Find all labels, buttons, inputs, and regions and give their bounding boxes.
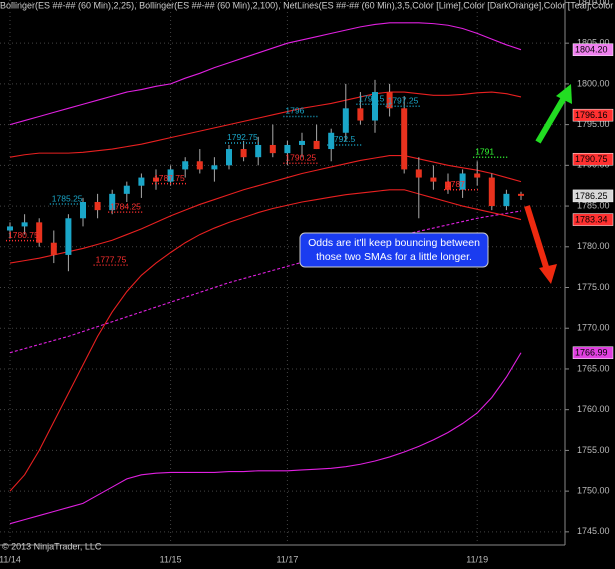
y-tick-label: 1745.00 [577,526,610,536]
candle-body [109,193,116,211]
x-tick-label: 11/19 [466,554,488,564]
level-label: 1797.25 [388,96,419,106]
level-label: 1797.5 [358,94,384,104]
price-marker [572,43,614,56]
price-marker-label: 1786.25 [575,191,608,201]
annotation-text: those two SMAs for a little longer. [316,251,472,263]
candle-body [182,161,189,170]
copyright: © 2013 NinjaTrader, LLC [2,541,102,551]
level-label: 1791 [475,146,494,156]
price-marker-label: 1766.99 [575,348,608,358]
candle-body [284,144,291,154]
candle-body [211,165,218,170]
candle-body [503,193,510,207]
candle-body [50,242,57,255]
chart-title: Bollinger(ES ##-## (60 Min),2,25), Bolli… [0,0,615,10]
candle-body [7,226,13,231]
level-label: 1785.25 [52,193,83,203]
price-marker-label: 1783.34 [575,214,608,224]
x-tick-label: 11/14 [0,554,21,564]
candle-body [36,222,43,243]
price-marker [572,213,614,226]
y-tick-label: 1800.00 [577,78,610,88]
candle-body [167,169,174,182]
y-tick-label: 1765.00 [577,363,610,373]
candle-body [153,177,159,182]
level-label: 1796 [285,106,304,116]
candle-body [255,144,262,158]
candle-body [459,173,466,190]
y-tick-label: 1785.00 [577,200,610,210]
y-tick-label: 1795.00 [577,119,610,129]
candle-body [240,149,247,158]
y-tick-label: 1755.00 [577,445,610,455]
indicator-line [9,189,522,492]
candle-body [313,140,320,150]
level-label: 1792.75 [227,132,258,142]
candle-body [357,108,364,121]
candle-body [386,92,393,109]
candle-body [445,181,451,190]
price-marker-label: 1804.20 [575,45,608,55]
candle-body [21,222,28,227]
candle-body [474,173,481,178]
price-marker-label: 1796.16 [575,110,608,120]
candle-body [372,92,378,121]
level-label: 1777.75 [96,254,127,264]
annotation-box [299,232,489,268]
y-tick-label: 1750.00 [577,486,610,496]
green-arrow [535,84,572,144]
x-tick-label: 11/17 [276,554,298,564]
level-label: 1780.75 [8,230,39,240]
level-label: 1787 [446,179,465,189]
y-tick-label: 1770.00 [577,323,610,333]
annotation-text: Odds are it'll keep bouncing between [308,237,480,249]
y-tick-label: 1805.00 [577,38,610,48]
candle-body [299,140,305,145]
price-marker [572,108,614,122]
candle-body [269,144,276,154]
indicator-line [9,22,522,126]
level-label: 1792.5 [329,134,355,144]
candle-body [430,177,437,182]
candle-body [518,193,524,196]
candle-body [226,149,232,166]
candle-body [342,108,349,133]
price-marker-label: 1790.75 [575,154,608,164]
candle-body [328,132,335,150]
y-tick-label: 1810.00 [577,0,610,7]
candle-body [196,161,203,170]
level-label: 1787.75 [154,173,185,183]
candle-body [94,201,101,211]
level-label: 1790.25 [285,153,316,163]
y-tick-label: 1780.00 [577,241,610,251]
indicator-line [9,210,522,354]
price-marker [572,189,614,203]
level-label: 1784.25 [110,201,141,211]
candle-body [80,201,86,219]
price-marker [572,346,614,360]
x-tick-label: 11/15 [160,554,182,564]
indicator-line [9,91,522,158]
candle-body [138,177,145,186]
y-tick-label: 1760.00 [577,404,610,414]
price-marker [572,152,614,166]
candle-body [401,108,408,170]
red-arrow [524,205,557,284]
candle-body [415,169,422,178]
indicator-line [9,155,522,264]
candle-body [65,218,72,255]
y-tick-label: 1775.00 [577,282,610,292]
indicator-line [9,352,522,525]
candle-body [123,185,130,194]
candle-body [488,177,495,207]
